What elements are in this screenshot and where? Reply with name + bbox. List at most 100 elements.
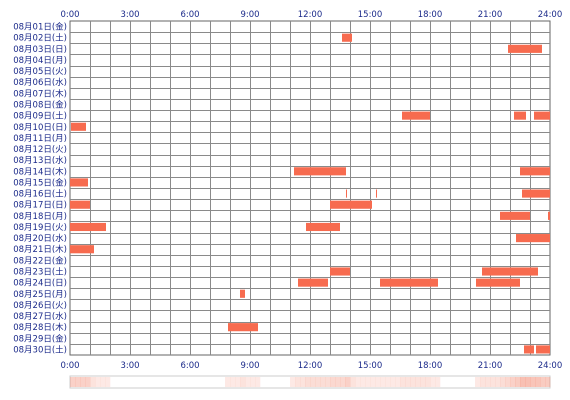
activity-bar: [342, 33, 352, 42]
density-cell: [90, 377, 96, 387]
activity-bar: [520, 167, 550, 176]
density-cell: [295, 377, 301, 387]
density-cell: [315, 377, 321, 387]
hour-label-top: 12:00: [298, 10, 323, 20]
density-cell: [395, 377, 401, 387]
hour-label-top: 15:00: [358, 10, 383, 20]
activity-bar: [70, 178, 88, 187]
hour-label-top: 0:00: [60, 10, 79, 20]
density-cell: [290, 377, 296, 387]
density-cell: [105, 377, 111, 387]
hour-label-bottom: 21:00: [478, 361, 503, 371]
day-label: 08月12日(火): [13, 145, 67, 155]
activity-bar: [508, 44, 542, 53]
hour-label-bottom: 9:00: [240, 361, 259, 371]
day-label: 08月18日(月): [13, 212, 67, 222]
density-cell: [400, 377, 406, 387]
hour-label-top: 24:00: [538, 10, 563, 20]
density-cell: [255, 377, 261, 387]
density-strip-frame: [69, 375, 551, 389]
density-cell: [310, 377, 316, 387]
activity-bar: [516, 234, 550, 243]
density-cell: [320, 377, 326, 387]
activity-bar: [294, 167, 346, 176]
density-cell: [330, 377, 336, 387]
density-cell: [415, 377, 421, 387]
density-cell: [510, 377, 516, 387]
density-cell: [230, 377, 236, 387]
day-label: 08月15日(金): [13, 177, 67, 188]
activity-bar: [476, 278, 520, 287]
hour-label-top: 18:00: [418, 10, 443, 20]
activity-bar: [240, 289, 245, 298]
day-label: 08月07日(木): [13, 88, 67, 99]
hour-label-top: 21:00: [478, 10, 503, 20]
activity-bar: [522, 189, 550, 198]
day-label: 08月06日(水): [13, 77, 67, 88]
day-label: 08月22日(金): [13, 255, 67, 266]
density-cell: [250, 377, 256, 387]
chart-grid: [69, 20, 551, 356]
density-cell: [385, 377, 391, 387]
density-cell: [530, 377, 536, 387]
density-cell: [435, 377, 441, 387]
density-cell: [225, 377, 231, 387]
density-cell: [535, 377, 541, 387]
activity-bar: [346, 189, 347, 198]
activity-bar: [500, 211, 530, 220]
density-cell: [365, 377, 371, 387]
activity-bar: [298, 278, 328, 287]
day-label: 08月09日(土): [13, 111, 67, 122]
hour-label-bottom: 6:00: [180, 361, 199, 371]
density-cell: [490, 377, 496, 387]
day-label: 08月11日(月): [13, 134, 67, 144]
density-cell: [100, 377, 106, 387]
density-cell: [405, 377, 411, 387]
density-cell: [495, 377, 501, 387]
density-cell: [350, 377, 356, 387]
density-cell: [515, 377, 521, 387]
day-label: 08月20日(水): [13, 233, 67, 244]
hour-label-top: 6:00: [180, 10, 199, 20]
activity-bar: [380, 278, 438, 287]
density-cell: [410, 377, 416, 387]
density-cell: [300, 377, 306, 387]
hour-label-bottom: 0:00: [60, 361, 79, 371]
density-cell: [475, 377, 481, 387]
hour-label-top: 9:00: [240, 10, 259, 20]
density-cell: [325, 377, 331, 387]
activity-bar: [330, 267, 350, 276]
density-cell: [355, 377, 361, 387]
density-cell: [485, 377, 491, 387]
day-label: 08月03日(日): [13, 45, 67, 55]
activity-bar: [330, 200, 372, 209]
density-cell: [480, 377, 486, 387]
density-cell: [420, 377, 426, 387]
day-label: 08月27日(水): [13, 311, 67, 322]
hour-tick-labels: 0:00 0:00 3:00 3:00 6:00 6:00 9:00 9:00 12:00 12:…: [60, 10, 562, 371]
activity-bar: [306, 222, 340, 232]
density-cell: [85, 377, 91, 387]
density-cell: [335, 377, 341, 387]
day-label: 08月26日(火): [13, 301, 67, 311]
day-label: 08月28日(木): [13, 322, 67, 333]
density-cell: [380, 377, 386, 387]
density-strip: [69, 375, 551, 389]
hour-label-bottom: 3:00: [120, 361, 139, 371]
activity-bar: [70, 200, 90, 209]
activity-bars: [70, 33, 550, 354]
density-cell: [425, 377, 431, 387]
activity-bar: [402, 111, 430, 120]
density-cell: [70, 377, 76, 387]
day-label: 08月24日(日): [13, 279, 67, 289]
density-cell: [345, 377, 351, 387]
activity-bar: [228, 323, 258, 332]
hour-label-top: 3:00: [120, 10, 139, 20]
day-label: 08月13日(水): [13, 155, 67, 166]
day-label: 08月30日(土): [13, 344, 67, 355]
density-cell: [370, 377, 376, 387]
day-label: 08月14日(木): [13, 166, 67, 177]
density-cell: [235, 377, 241, 387]
density-cell: [305, 377, 311, 387]
